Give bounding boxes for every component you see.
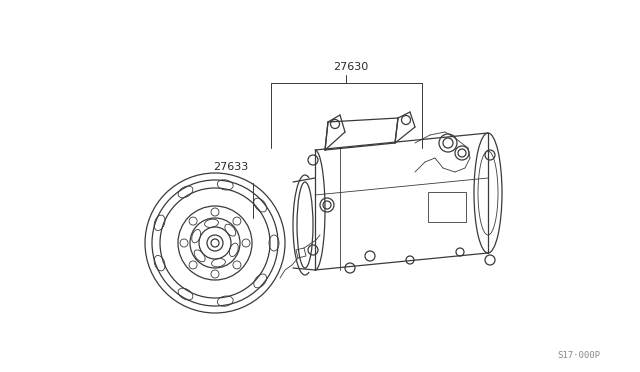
Text: S17·000P: S17·000P <box>557 351 600 360</box>
Text: 27633: 27633 <box>213 162 248 172</box>
Text: 27630: 27630 <box>333 62 368 72</box>
